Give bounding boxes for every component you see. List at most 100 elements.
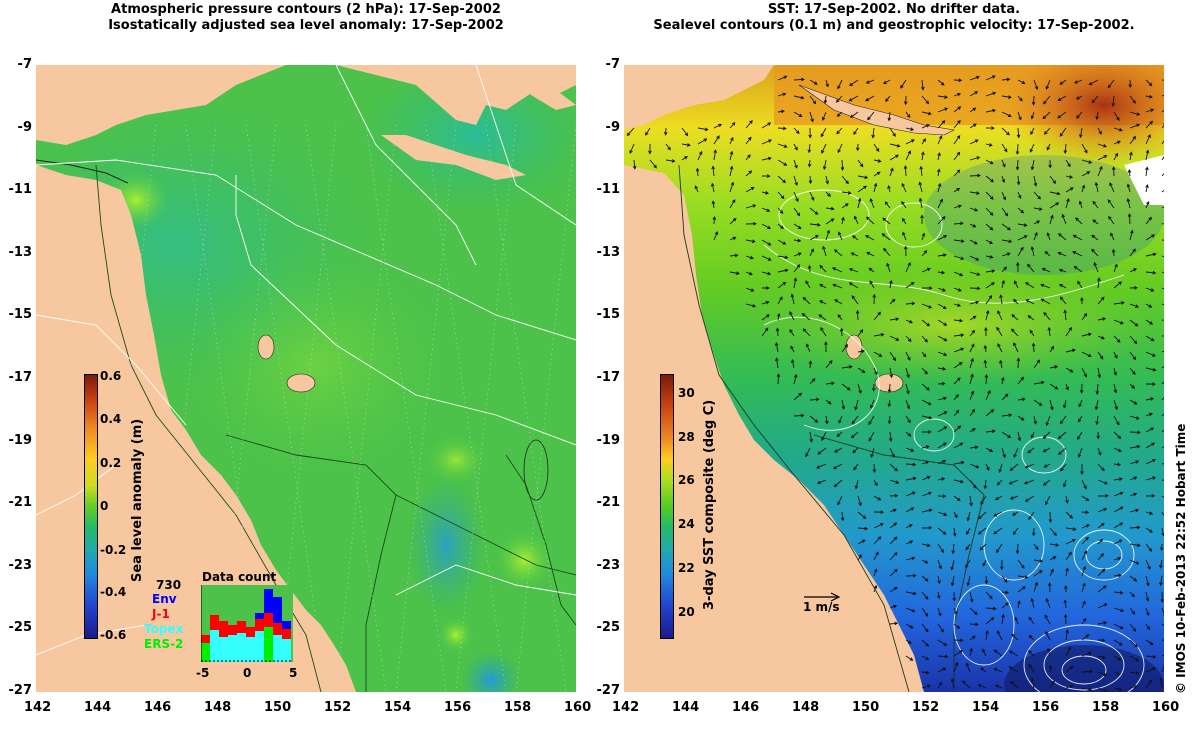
velocity-arrow: [1013, 447, 1019, 458]
left-y-tick: -7: [17, 57, 32, 72]
velocity-arrow: [1111, 248, 1116, 257]
histogram-xtick: -5: [196, 666, 210, 680]
velocity-arrow: [1027, 263, 1035, 273]
velocity-arrow: [1145, 442, 1156, 449]
velocity-arrow: [1129, 335, 1138, 345]
velocity-arrow: [1062, 479, 1067, 488]
velocity-arrow: [1161, 607, 1164, 617]
velocity-arrow: [836, 431, 843, 437]
velocity-arrow: [1015, 543, 1020, 555]
velocity-arrow: [979, 543, 987, 551]
left-colorbar-tick: 0.6: [100, 369, 122, 383]
velocity-arrow: [937, 494, 947, 498]
velocity-arrow: [980, 495, 987, 505]
velocity-arrow: [905, 639, 912, 644]
velocity-arrow: [885, 95, 891, 103]
velocity-arrow: [857, 329, 864, 337]
velocity-arrow: [1161, 319, 1164, 321]
velocity-arrow: [920, 79, 925, 91]
velocity-arrow: [1017, 397, 1026, 402]
right-title-line1: SST: 17-Sep-2002. No drifter data.: [767, 2, 1021, 17]
velocity-arrow: [905, 383, 910, 395]
velocity-arrow: [889, 127, 896, 137]
velocity-arrow: [905, 607, 916, 613]
velocity-arrow: [1010, 681, 1019, 689]
left-x-tick: 156: [444, 700, 472, 715]
velocity-arrow: [1097, 603, 1108, 609]
velocity-arrow: [905, 476, 917, 481]
velocity-arrow: [921, 319, 931, 327]
velocity-arrow: [903, 165, 908, 177]
velocity-arrow: [1081, 479, 1087, 490]
velocity-arrow: [848, 282, 859, 289]
velocity-arrow: [809, 223, 821, 227]
velocity-arrow: [1113, 539, 1123, 545]
velocity-arrow: [857, 175, 869, 180]
velocity-arrow: [1031, 342, 1036, 353]
velocity-arrow: [1145, 397, 1155, 401]
velocity-arrow: [1065, 665, 1074, 673]
right-y-tick: -11: [596, 182, 621, 198]
velocity-arrow: [953, 495, 961, 502]
left-land-png: [36, 65, 576, 145]
velocity-arrow: [903, 95, 908, 106]
velocity-arrow: [836, 111, 843, 117]
velocity-arrow: [1033, 220, 1041, 225]
velocity-arrow: [1017, 79, 1026, 84]
velocity-arrow: [1145, 527, 1153, 533]
velocity-arrow: [953, 221, 964, 226]
velocity-arrow: [1145, 134, 1151, 145]
velocity-arrow: [1065, 567, 1069, 577]
velocity-arrow: [1065, 198, 1070, 209]
velocity-arrow: [870, 447, 875, 458]
velocity-arrow: [953, 623, 961, 629]
velocity-arrow: [873, 351, 883, 357]
velocity-arrow: [889, 317, 900, 321]
velocity-arrow: [777, 92, 787, 97]
velocity-arrow: [937, 411, 948, 417]
velocity-arrow: [953, 169, 961, 177]
velocity-arrow: [950, 559, 955, 571]
velocity-arrow: [1095, 383, 1100, 395]
velocity-arrow: [873, 311, 881, 321]
velocity-arrow: [1000, 559, 1004, 571]
velocity-arrow: [983, 359, 988, 369]
velocity-arrow: [1072, 251, 1083, 257]
velocity-arrow: [953, 119, 961, 129]
velocity-arrow: [937, 607, 942, 617]
velocity-arrow: [1043, 127, 1051, 135]
left-title-line1: Atmospheric pressure contours (2 hPa): 1…: [111, 2, 501, 17]
velocity-arrow: [1081, 536, 1089, 545]
velocity-arrow: [873, 143, 880, 152]
velocity-arrow: [953, 661, 959, 673]
velocity-arrow: [937, 575, 941, 585]
velocity-arrow: [834, 299, 843, 305]
velocity-arrow: [1001, 376, 1005, 385]
velocity-arrow: [1097, 335, 1105, 340]
velocity-arrow: [1044, 614, 1051, 625]
velocity-arrow: [905, 150, 911, 161]
velocity-arrow: [851, 295, 859, 305]
velocity-arrow: [729, 122, 736, 129]
velocity-arrow: [774, 342, 779, 353]
velocity-arrow: [982, 559, 987, 567]
velocity-arrow: [1046, 647, 1051, 657]
velocity-arrow: [985, 191, 994, 200]
velocity-arrow: [937, 442, 947, 449]
velocity-arrow: [793, 252, 802, 257]
velocity-arrow: [729, 236, 737, 241]
velocity-arrow: [1059, 79, 1067, 85]
velocity-arrow: [1145, 94, 1153, 99]
velocity-arrow: [857, 185, 867, 193]
velocity-arrow: [953, 377, 961, 385]
velocity-arrow: [857, 367, 866, 373]
velocity-arrow: [1129, 399, 1138, 405]
velocity-arrow: [1145, 427, 1155, 433]
velocity-arrow: [663, 127, 668, 136]
velocity-arrow: [1113, 671, 1121, 676]
velocity-arrow: [711, 165, 716, 177]
velocity-arrow: [953, 239, 965, 243]
velocity-arrow: [713, 149, 717, 161]
velocity-arrow: [1161, 479, 1164, 481]
velocity-arrow: [937, 351, 948, 356]
